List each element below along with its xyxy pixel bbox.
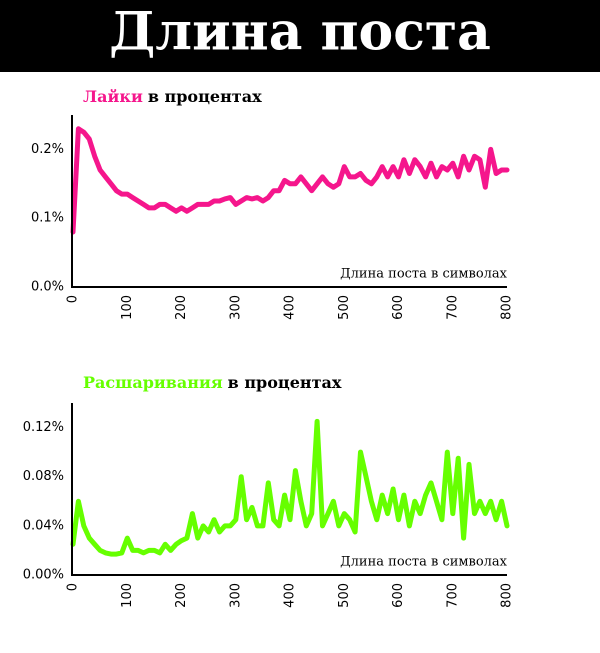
x-tick-label: 800 [500, 583, 515, 608]
title-part: Лайки [83, 87, 143, 106]
title-part: в процентах [228, 373, 342, 392]
x-tick-label: 0 [66, 295, 81, 303]
data-line [70, 126, 510, 235]
y-tick-label: 0.2% [31, 142, 64, 157]
header-bar [0, 0, 600, 72]
x-tick-label: 100 [120, 295, 135, 320]
x-tick-label: 100 [120, 583, 135, 608]
x-tick-label: 200 [174, 295, 189, 320]
x-tick-label: 200 [174, 583, 189, 608]
data-line [70, 418, 510, 557]
x-tick-label: 300 [228, 583, 243, 608]
x-tick-label: 800 [500, 295, 515, 320]
x-tick-label: 400 [283, 295, 298, 320]
x-tick-label: 600 [391, 583, 406, 608]
chart-title: Лайки в процентах [83, 87, 262, 106]
y-tick-label: 0.00% [23, 568, 64, 583]
chart-title: Расшаривания в процентах [83, 373, 342, 392]
x-axis-label: Длина поста в символах [340, 555, 508, 570]
x-tick-label: 500 [337, 295, 352, 320]
x-tick-label: 0 [66, 583, 81, 591]
y-tick-label: 0.08% [23, 469, 64, 484]
y-tick-label: 0.0% [31, 280, 64, 295]
page-title: Длина поста [109, 2, 491, 63]
y-tick-label: 0.12% [23, 420, 64, 435]
title-part: Расшаривания [83, 373, 223, 392]
y-tick-label: 0.1% [31, 211, 64, 226]
x-tick-label: 500 [337, 583, 352, 608]
title-part: в процентах [148, 87, 262, 106]
x-tick-label: 700 [445, 583, 460, 608]
x-tick-label: 600 [391, 295, 406, 320]
y-tick-label: 0.04% [23, 518, 64, 533]
x-axis-label: Длина поста в символах [340, 267, 508, 282]
x-tick-label: 300 [228, 295, 243, 320]
x-tick-label: 400 [283, 583, 298, 608]
x-tick-label: 700 [445, 295, 460, 320]
